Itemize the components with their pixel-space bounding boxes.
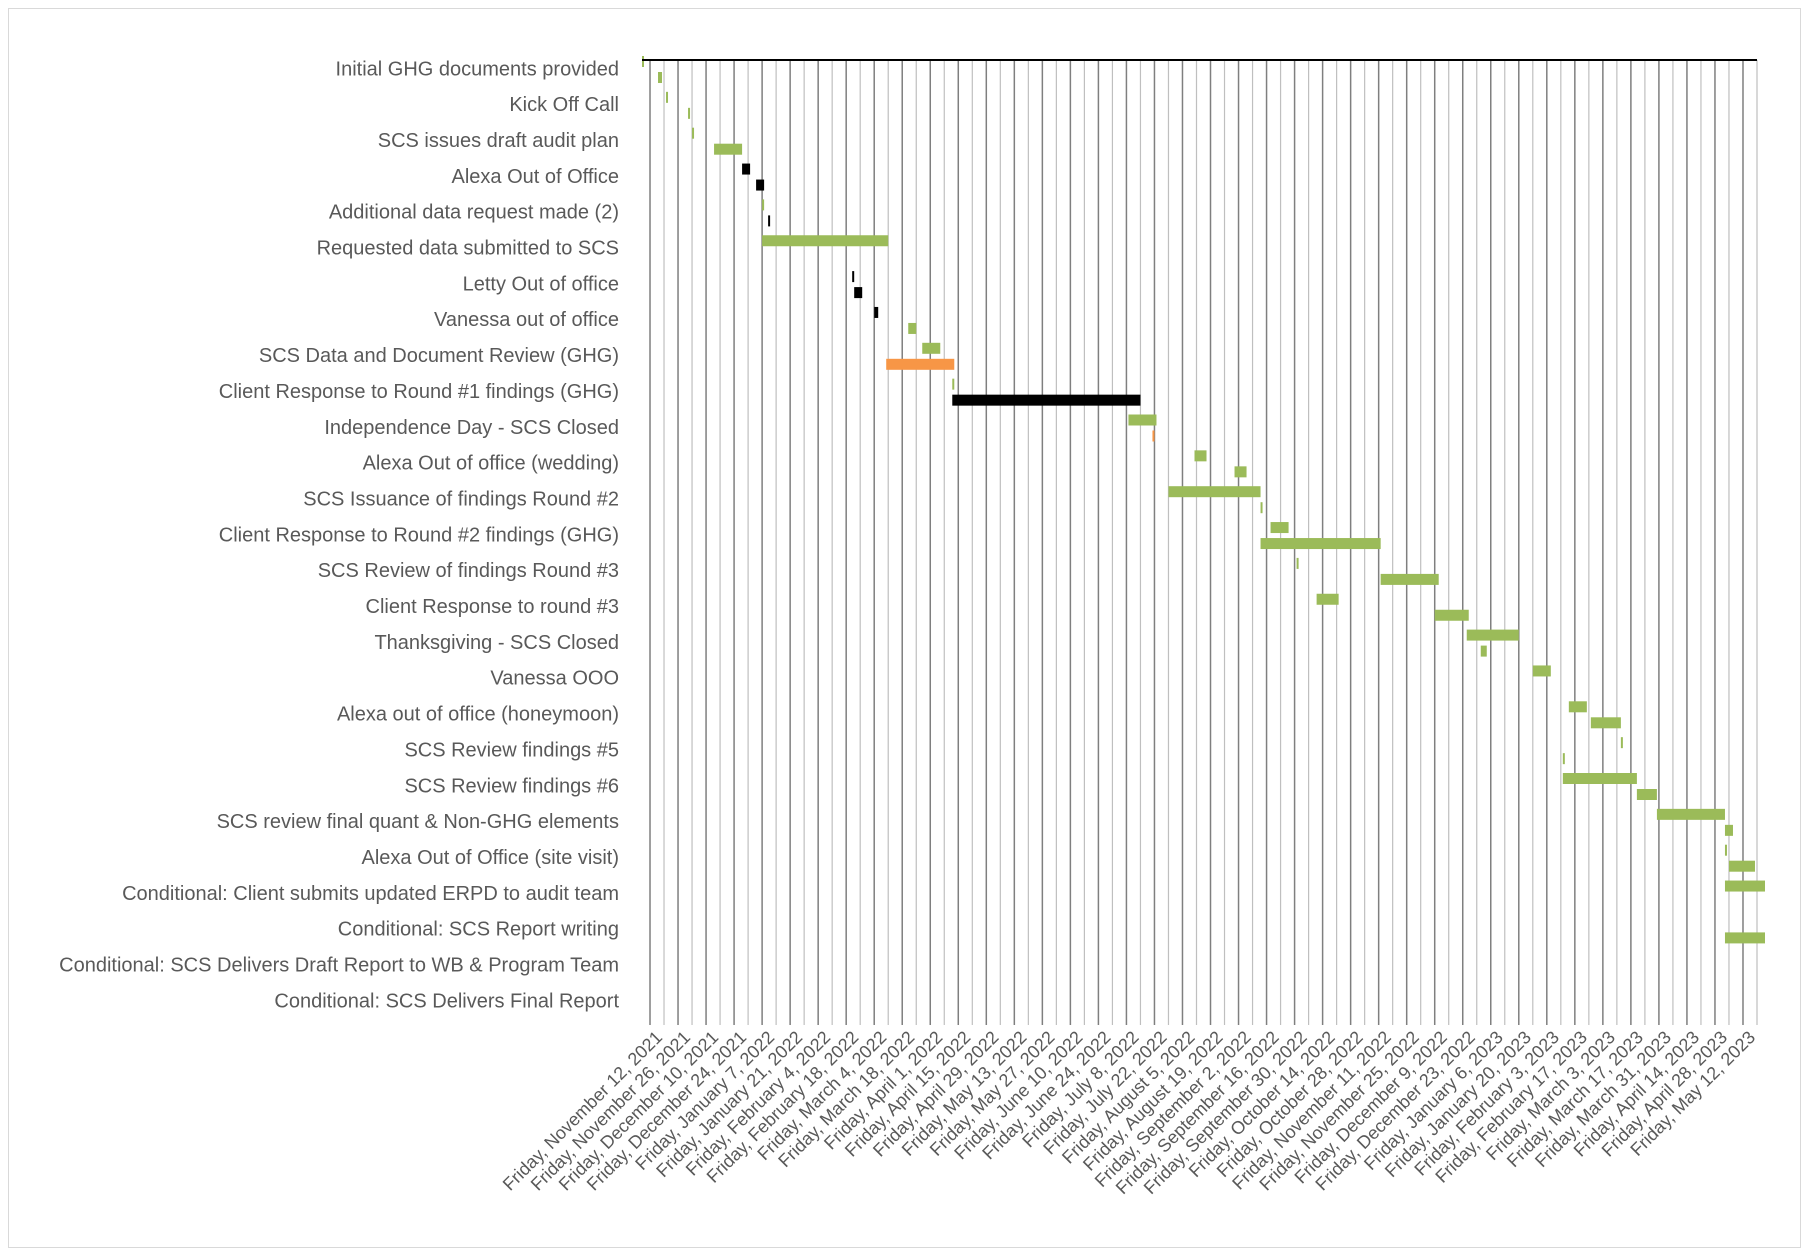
task-label: Alexa Out of Office (site visit) <box>362 847 620 869</box>
gridlines <box>649 60 1758 1025</box>
gantt-bar <box>1568 701 1587 713</box>
task-label: Client Response to round #3 <box>366 596 620 618</box>
gantt-bar <box>1234 466 1247 478</box>
gantt-bar <box>1168 486 1261 498</box>
gantt-bar <box>1296 557 1299 569</box>
task-label: SCS review final quant & Non-GHG element… <box>217 811 619 833</box>
gantt-bar <box>1260 538 1381 550</box>
gantt-bar <box>1728 860 1755 872</box>
gantt-bar <box>1128 414 1157 426</box>
gantt-bar <box>714 143 743 155</box>
task-label: Conditional: SCS Report writing <box>338 919 619 941</box>
task-label: Requested data submitted to SCS <box>317 238 619 260</box>
gantt-bar <box>1656 808 1725 820</box>
gantt-bar <box>1270 522 1289 534</box>
task-label: Additional data request made (2) <box>329 202 619 224</box>
task-label: Client Response to Round #2 findings (GH… <box>219 524 619 546</box>
gantt-bar <box>762 199 765 211</box>
gantt-bar <box>692 127 695 139</box>
gantt-bar <box>1562 773 1637 784</box>
gantt-bar <box>1636 789 1657 800</box>
task-label: Kick Off Call <box>509 94 619 116</box>
task-label: SCS Issuance of findings Round #2 <box>303 488 619 510</box>
gantt-bar <box>1724 844 1727 856</box>
task-label: SCS Review findings #6 <box>404 775 619 797</box>
task-label: Alexa out of office (honeymoon) <box>337 704 619 726</box>
gantt-bar <box>1724 824 1733 836</box>
gantt-bar <box>952 394 1141 406</box>
task-label: Client Response to Round #1 findings (GH… <box>219 381 619 403</box>
task-label: Conditional: SCS Delivers Final Report <box>274 990 619 1012</box>
task-labels: Initial GHG documents provided Kick Off C… <box>59 58 619 1012</box>
gantt-bar <box>768 215 771 227</box>
gantt-bar <box>666 91 669 103</box>
chart-area <box>8 8 1801 1248</box>
gantt-bar <box>852 271 855 283</box>
gantt-bar <box>874 306 879 318</box>
task-label: Alexa Out of Office <box>452 166 620 188</box>
gantt-bar <box>1434 609 1469 621</box>
gantt-bar <box>1532 665 1551 677</box>
task-label: Conditional: Client submits updated ERPD… <box>122 883 619 905</box>
gantt-bar <box>756 179 765 191</box>
gantt-bar <box>1152 430 1155 442</box>
gantt-bar <box>1724 932 1765 944</box>
gantt-bar <box>1260 502 1263 514</box>
gantt-bar <box>1194 450 1207 462</box>
gantt-bar <box>908 322 917 334</box>
gantt-bar <box>1620 737 1623 749</box>
gantt-bar <box>922 342 941 354</box>
task-label: Initial GHG documents provided <box>336 58 619 80</box>
gantt-bar <box>742 163 751 175</box>
gantt-bar <box>658 72 663 83</box>
gantt-bar <box>642 56 644 67</box>
task-label: Independence Day - SCS Closed <box>324 417 619 439</box>
bars <box>642 56 1765 944</box>
gantt-bar <box>854 287 863 299</box>
gantt-bar <box>1466 629 1519 641</box>
gantt-bar <box>1590 717 1621 729</box>
gantt-bar <box>1316 593 1339 605</box>
gantt-bar <box>952 378 955 390</box>
gantt-bar <box>762 235 889 247</box>
task-label: SCS Review findings #5 <box>404 739 619 761</box>
task-label: Vanessa OOO <box>490 668 619 690</box>
task-label: SCS Review of findings Round #3 <box>318 560 619 582</box>
gantt-bar <box>886 358 955 370</box>
task-label: Letty Out of office <box>463 273 619 295</box>
gantt-bar <box>688 107 691 119</box>
task-label: Alexa Out of office (wedding) <box>363 453 619 475</box>
task-label: SCS issues draft audit plan <box>378 130 619 152</box>
gantt-bar <box>1380 573 1439 585</box>
gantt-bar <box>1562 753 1565 765</box>
gantt-bar <box>1480 645 1487 657</box>
task-label: Thanksgiving - SCS Closed <box>374 632 619 654</box>
task-label: Vanessa out of office <box>434 309 619 331</box>
gantt-bar <box>1724 880 1765 892</box>
task-label: SCS Data and Document Review (GHG) <box>259 345 619 367</box>
task-label: Conditional: SCS Delivers Draft Report t… <box>59 955 619 977</box>
